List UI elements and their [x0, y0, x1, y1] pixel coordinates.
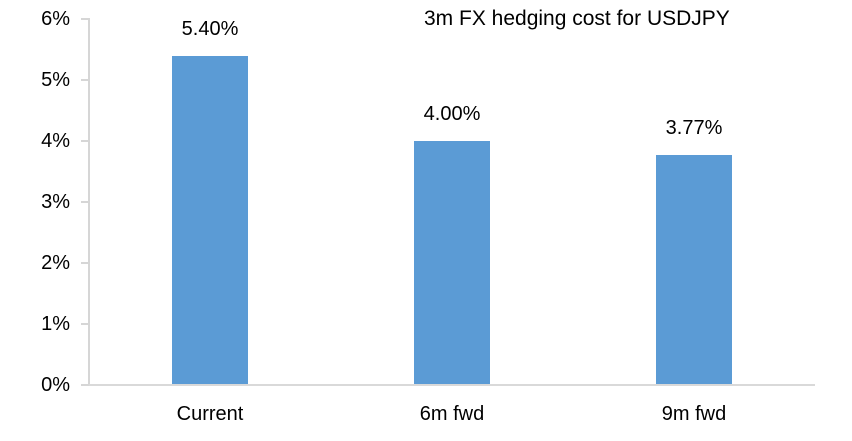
bar-value-label: 5.40% — [181, 17, 239, 40]
y-axis-label: 0% — [41, 374, 70, 396]
y-axis-tick — [81, 140, 89, 142]
y-axis-tick — [81, 323, 89, 325]
y-axis-tick — [81, 79, 89, 81]
x-category-label: 9m fwd — [661, 403, 727, 425]
bar — [656, 155, 732, 384]
y-axis-label: 3% — [41, 191, 70, 213]
bar-value-label: 4.00% — [423, 103, 481, 125]
x-axis-line — [85, 384, 815, 386]
y-axis-tick — [81, 384, 89, 386]
y-axis-tick — [81, 262, 89, 264]
y-axis-label: 4% — [41, 130, 70, 152]
y-axis-label: 5% — [41, 69, 70, 91]
y-axis-tick — [81, 201, 89, 203]
y-axis-label: 1% — [41, 313, 70, 335]
bar — [414, 141, 490, 384]
x-category-label: Current — [176, 403, 244, 425]
y-axis-label: 6% — [41, 8, 70, 30]
chart-title: 3m FX hedging cost for USDJPY — [424, 7, 730, 30]
x-category-label: 6m fwd — [419, 403, 485, 425]
bar-value-label: 3.77% — [665, 117, 723, 140]
y-axis-line — [88, 18, 90, 385]
y-axis-label: 2% — [41, 252, 70, 274]
y-axis-tick — [81, 18, 89, 20]
bar — [172, 55, 248, 384]
